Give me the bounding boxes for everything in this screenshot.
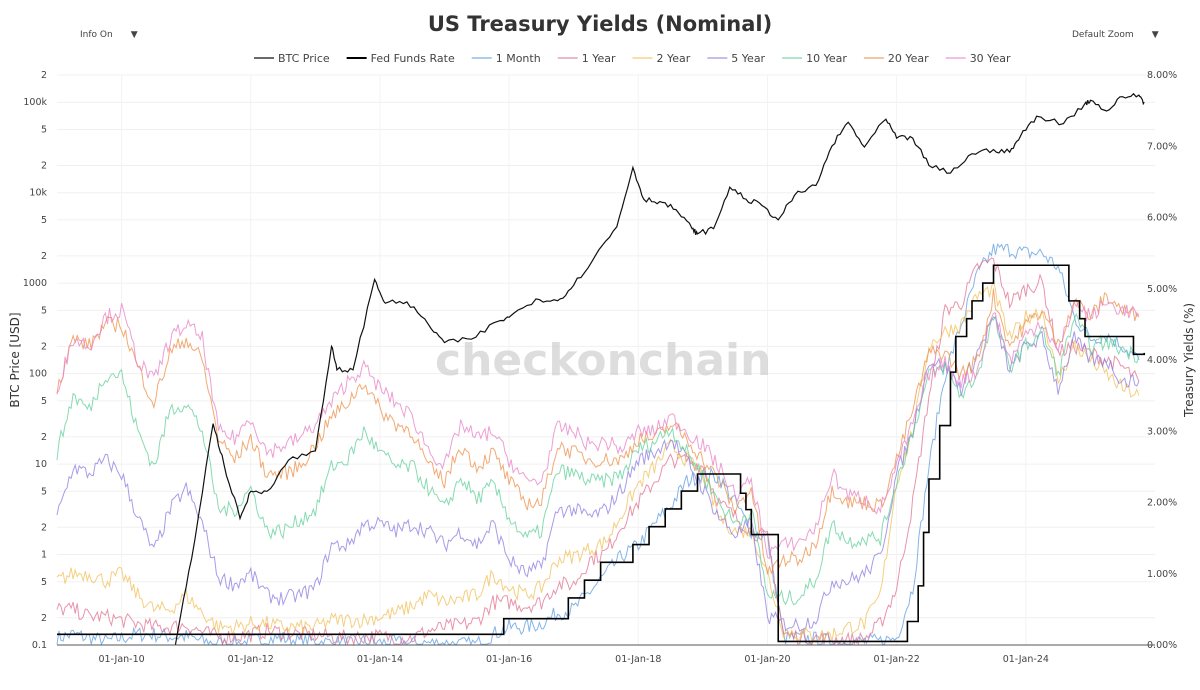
grid bbox=[57, 74, 1155, 646]
left-tick-label: 2 bbox=[41, 432, 47, 443]
axes: 2 100k 5 2 10k 5 2 1000 5 2 100 5 2 10 5 2 1 5 2 0.1 0.00% 1.… bbox=[23, 70, 1177, 665]
legend-item-fed-funds-rate[interactable]: Fed Funds Rate bbox=[346, 52, 455, 65]
x-tick-label: 01-Jan-10 bbox=[98, 654, 144, 665]
left-tick-label: 2 bbox=[41, 341, 47, 352]
left-tick-label: 2 bbox=[41, 160, 47, 171]
left-tick-label: 10k bbox=[29, 188, 47, 199]
x-tick-label: 01-Jan-14 bbox=[357, 654, 403, 665]
watermark-logo: checkonchain bbox=[435, 335, 771, 386]
left-tick-label: 100k bbox=[23, 97, 47, 108]
right-tick-label: 3.00% bbox=[1147, 426, 1177, 437]
x-tick-label: 01-Jan-12 bbox=[228, 654, 274, 665]
legend-item-2-year[interactable]: 2 Year bbox=[632, 52, 691, 65]
right-tick-label: 7.00% bbox=[1147, 141, 1177, 152]
zoom-dropdown[interactable]: Default Zoom ▼ bbox=[1066, 27, 1165, 43]
series-line-10-year bbox=[56, 312, 1140, 606]
series-lines bbox=[56, 92, 1146, 647]
legend-label: 1 Month bbox=[496, 52, 541, 65]
legend-item-10-year[interactable]: 10 Year bbox=[782, 52, 847, 65]
left-tick-label: 1 bbox=[41, 550, 47, 561]
legend-label: 1 Year bbox=[582, 52, 616, 65]
right-tick-label: 2.00% bbox=[1147, 498, 1177, 509]
left-tick-label: 2 bbox=[41, 613, 47, 624]
info-toggle-dropdown[interactable]: Info On ▼ bbox=[74, 27, 144, 43]
legend-label: 2 Year bbox=[657, 52, 691, 65]
right-tick-label: 5.00% bbox=[1147, 284, 1177, 295]
left-tick-label: 1000 bbox=[23, 278, 47, 289]
left-tick-label: 5 bbox=[41, 215, 47, 226]
chevron-down-icon: ▼ bbox=[130, 30, 138, 40]
left-tick-label: 10 bbox=[35, 459, 47, 470]
left-tick-label: 5 bbox=[41, 396, 47, 407]
zoom-label: Default Zoom bbox=[1072, 30, 1134, 40]
left-axis-label: BTC Price [USD] bbox=[8, 312, 22, 407]
left-tick-label: 0.1 bbox=[32, 640, 47, 651]
right-tick-label: 8.00% bbox=[1147, 70, 1177, 81]
left-tick-label: 5 bbox=[41, 305, 47, 316]
x-tick-label: 01-Jan-24 bbox=[1003, 654, 1049, 665]
x-tick-label: 01-Jan-20 bbox=[744, 654, 790, 665]
series-line-20-year bbox=[56, 288, 1140, 575]
series-line-5-year bbox=[56, 316, 1140, 633]
right-tick-label: 6.00% bbox=[1147, 213, 1177, 224]
legend-label: 5 Year bbox=[731, 52, 765, 65]
left-tick-label: 5 bbox=[41, 124, 47, 135]
series-line-1-year bbox=[56, 257, 1140, 647]
left-tick-label: 5 bbox=[41, 486, 47, 497]
left-tick-label: 2 bbox=[41, 522, 47, 533]
left-tick-label: 5 bbox=[41, 577, 47, 588]
legend-label: 30 Year bbox=[970, 52, 1011, 65]
chart-title: US Treasury Yields (Nominal) bbox=[427, 12, 773, 36]
legend-label: 10 Year bbox=[806, 52, 847, 65]
legend-item-30-year[interactable]: 30 Year bbox=[945, 52, 1011, 65]
series-line-fed-funds-rate bbox=[57, 264, 1146, 643]
series-line-btc-price bbox=[174, 92, 1145, 646]
legend-item-20-year[interactable]: 20 Year bbox=[863, 52, 929, 65]
legend-item-btc-price[interactable]: BTC Price bbox=[254, 52, 330, 65]
info-toggle-label: Info On bbox=[80, 30, 113, 40]
legend-label: 20 Year bbox=[888, 52, 929, 65]
legend-label: Fed Funds Rate bbox=[371, 52, 455, 65]
legend-item-1-month[interactable]: 1 Month bbox=[471, 52, 541, 65]
right-tick-label: 4.00% bbox=[1147, 355, 1177, 366]
legend-item-1-year[interactable]: 1 Year bbox=[557, 52, 616, 65]
legend[interactable]: BTC Price Fed Funds Rate 1 Month 1 Year 2 Ye… bbox=[254, 52, 1011, 65]
legend-label: BTC Price bbox=[278, 52, 330, 65]
x-tick-label: 01-Jan-22 bbox=[874, 654, 920, 665]
chevron-down-icon: ▼ bbox=[1151, 30, 1159, 40]
left-tick-label: 2 bbox=[41, 70, 47, 81]
x-tick-label: 01-Jan-18 bbox=[615, 654, 661, 665]
left-tick-label: 2 bbox=[41, 251, 47, 262]
right-tick-label: 0.00% bbox=[1147, 640, 1177, 651]
legend-item-5-year[interactable]: 5 Year bbox=[707, 52, 766, 65]
series-line-1-month bbox=[56, 242, 1140, 647]
series-line-30-year bbox=[56, 299, 1140, 560]
right-axis-label: Treasury Yields (%) bbox=[1182, 303, 1196, 418]
x-tick-label: 01-Jan-16 bbox=[486, 654, 532, 665]
left-tick-label: 100 bbox=[29, 369, 47, 380]
right-tick-label: 1.00% bbox=[1147, 569, 1177, 580]
series-line-2-year bbox=[56, 279, 1140, 642]
